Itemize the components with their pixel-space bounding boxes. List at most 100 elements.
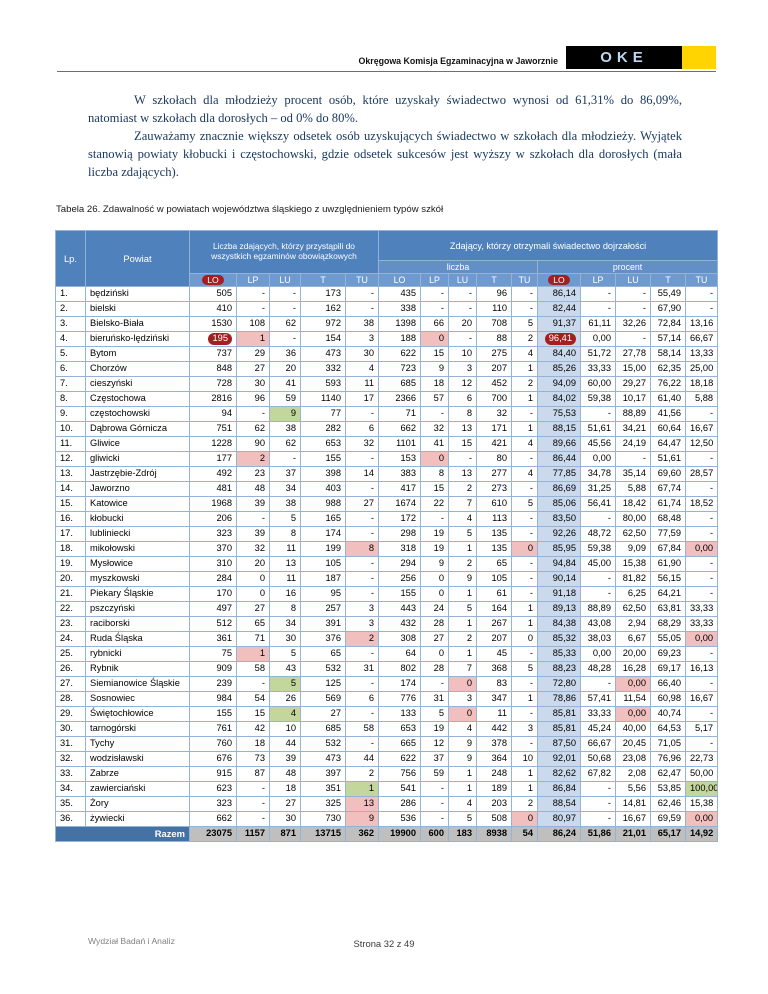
row-number: 29. [55,706,86,722]
col-header-zdajacy-t: T [300,273,346,287]
value-cell: 16,67 [615,811,651,827]
value-cell: 65 [300,646,346,662]
value-cell: 11,54 [615,691,651,707]
value-cell: 0 [236,571,270,587]
row-number: 32. [55,751,86,767]
value-cell: - [580,586,616,602]
value-cell: 0 [511,631,538,647]
value-cell: 67,84 [650,541,686,557]
value-cell: 6,25 [615,586,651,602]
value-cell: 92,01 [537,751,581,767]
value-cell: 16,67 [684,421,719,437]
footer-page-number: Strona 32 z 49 [353,938,415,949]
row-number: 5. [55,346,86,362]
value-cell: 988 [300,496,346,512]
value-cell: 848 [189,361,237,377]
value-cell: 323 [189,526,237,542]
value-cell: 95 [300,586,346,602]
value-cell: 59 [420,766,449,782]
value-cell: 623 [189,781,237,797]
value-cell: 44 [269,736,301,752]
value-cell: 3 [345,616,379,632]
value-cell: 700 [476,391,512,407]
powiat-name: Bytom [85,346,190,362]
value-cell: 88,54 [537,796,581,812]
value-cell: - [420,811,449,827]
value-cell: 35,14 [615,466,651,482]
value-cell: 27 [236,601,270,617]
value-cell: 275 [476,346,512,362]
col-header-zdajacy-lo: LO [189,273,237,287]
value-cell: 15 [420,481,449,497]
total-value-cell: 54 [511,826,538,842]
value-cell: 77,59 [650,526,686,542]
row-number: 25. [55,646,86,662]
table-row: 1. będziński 505- -173-435- -96-86,14- -55,49… [55,286,719,302]
value-cell: 4 [448,796,477,812]
value-cell: 267 [476,616,512,632]
powiat-name: bielski [85,301,190,317]
value-cell: 9,09 [615,541,651,557]
value-cell: 34,78 [580,466,616,482]
value-cell: 153 [378,451,421,467]
value-cell: 60,64 [650,421,686,437]
value-cell: - [345,526,379,542]
value-cell: - [345,706,379,722]
value-cell: 170 [189,586,237,602]
value-cell: 0 [511,811,538,827]
value-cell: 17 [345,391,379,407]
col-header-procent-tu: TU [684,273,719,287]
value-cell: 61,11 [580,316,616,332]
header-row-groups: Lp. Powiat Liczba zdających, którzy przy… [55,230,719,287]
oke-logo: OKE [566,46,716,69]
powiat-name: częstochowski [85,406,190,422]
col-header-liczba-lp: LP [420,273,449,287]
value-cell: 80,00 [615,511,651,527]
table-row: 16. kłobucki 206-5 165-172-4 113-83,50-80,00… [55,511,719,527]
row-number: 16. [55,511,86,527]
value-cell: 505 [189,286,237,302]
powiat-name: Ruda Śląska [85,631,190,647]
total-value-cell: 362 [345,826,379,842]
value-cell: - [511,406,538,422]
table-row: 19. Mysłowice 310 20 13 105-294 9 2 65-94,84 45,0… [55,556,719,572]
value-cell: 20,00 [615,646,651,662]
value-cell: - [420,781,449,797]
value-cell: 57,41 [580,691,616,707]
value-cell: 1 [511,691,538,707]
value-cell: 23,08 [615,751,651,767]
value-cell: - [511,571,538,587]
value-cell: 1 [511,781,538,797]
value-cell: 20 [269,361,301,377]
value-cell: 41 [269,376,301,392]
value-cell: - [420,511,449,527]
value-cell: 66 [420,316,449,332]
value-cell: - [684,451,719,467]
value-cell: 376 [300,631,346,647]
value-cell: 22 [420,496,449,512]
value-cell: 6 [448,391,477,407]
value-cell: 45 [476,646,512,662]
value-cell: 27 [269,796,301,812]
total-value-cell: 51,86 [580,826,616,842]
value-cell: 94 [189,406,237,422]
value-cell: 909 [189,661,237,677]
value-cell: 5,88 [684,391,719,407]
value-cell: 0,00 [684,811,719,827]
value-cell: - [236,811,270,827]
value-cell: - [511,511,538,527]
value-cell: 9 [420,361,449,377]
value-cell: 286 [378,796,421,812]
table-row: 4. bieruńsko-lędziński 195 1-154 3 188 0-88 2 96… [55,331,719,347]
total-value-cell: 600 [420,826,449,842]
value-cell: 0 [448,706,477,722]
value-cell: 108 [236,316,270,332]
value-cell: 5,88 [615,481,651,497]
table-caption: Tabela 26. Zdawalność w powiatach wojewó… [56,204,444,215]
value-cell: - [580,781,616,797]
value-cell: 622 [378,751,421,767]
value-cell: 310 [189,556,237,572]
value-cell: 18 [420,376,449,392]
row-number: 6. [55,361,86,377]
row-number: 7. [55,376,86,392]
